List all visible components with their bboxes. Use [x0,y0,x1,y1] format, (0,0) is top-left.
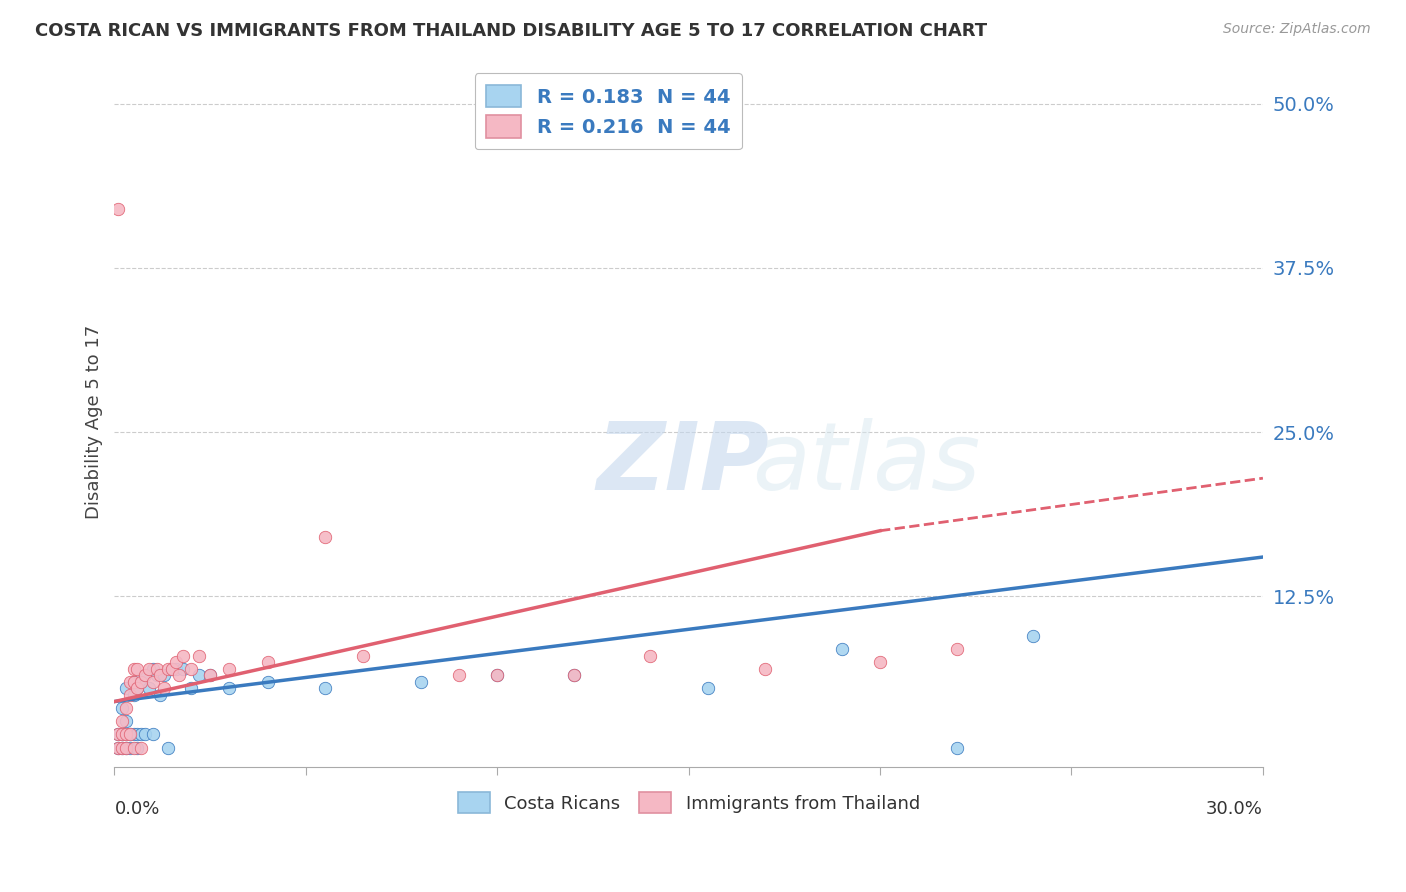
Point [256,674,278,689]
Point [115,681,138,696]
Point [111,740,134,755]
Point [115,714,138,729]
Point [172,648,194,663]
Text: ZIP: ZIP [596,417,769,509]
Point [160,662,183,676]
Point [447,668,470,682]
Point [129,674,152,689]
Point [111,727,134,741]
Point [118,740,141,755]
Point [256,655,278,669]
Point [562,668,585,682]
Point [149,668,172,682]
Point [115,701,138,715]
Point [165,662,187,676]
Point [127,681,149,696]
Point [165,655,187,669]
Point [142,727,165,741]
Point [127,740,149,755]
Point [118,727,141,741]
Point [127,727,149,741]
Point [696,681,718,696]
Point [107,740,129,755]
Point [115,740,138,755]
Point [134,668,156,682]
Point [115,740,138,755]
Point [122,740,145,755]
Point [153,668,176,682]
Point [107,727,129,741]
Point [111,727,134,741]
Point [1022,629,1045,643]
Point [142,662,165,676]
Point [122,727,145,741]
Point [314,681,336,696]
Point [111,701,134,715]
Point [118,727,141,741]
Point [869,655,891,669]
Point [129,740,152,755]
Point [122,674,145,689]
Point [640,648,662,663]
Point [198,668,221,682]
Point [138,681,160,696]
Point [831,642,853,657]
Point [172,662,194,676]
Text: COSTA RICAN VS IMMIGRANTS FROM THAILAND DISABILITY AGE 5 TO 17 CORRELATION CHART: COSTA RICAN VS IMMIGRANTS FROM THAILAND … [35,22,987,40]
Point [187,668,209,682]
Point [129,674,152,689]
Text: atlas: atlas [752,418,980,509]
Point [198,668,221,682]
Text: 0.0%: 0.0% [114,799,160,818]
Point [145,668,167,682]
Point [314,530,336,544]
Point [134,727,156,741]
Point [218,681,240,696]
Point [107,740,129,755]
Point [409,674,432,689]
Point [180,681,202,696]
Point [218,662,240,676]
Point [149,688,172,702]
Point [145,662,167,676]
Point [352,648,374,663]
Point [562,668,585,682]
Text: 30.0%: 30.0% [1206,799,1263,818]
Point [122,662,145,676]
Point [160,662,183,676]
Point [486,668,509,682]
Point [127,681,149,696]
Point [754,662,776,676]
Text: Source: ZipAtlas.com: Source: ZipAtlas.com [1223,22,1371,37]
Point [180,662,202,676]
Legend: Costa Ricans, Immigrants from Thailand: Costa Ricans, Immigrants from Thailand [447,781,931,824]
Point [127,662,149,676]
Point [142,674,165,689]
Point [107,202,129,216]
Point [111,714,134,729]
Point [122,688,145,702]
Point [129,727,152,741]
Point [118,688,141,702]
Point [138,662,160,676]
Y-axis label: Disability Age 5 to 17: Disability Age 5 to 17 [86,326,103,519]
Point [156,740,179,755]
Point [169,668,191,682]
Point [153,681,176,696]
Point [945,642,967,657]
Point [118,674,141,689]
Point [115,727,138,741]
Point [115,727,138,741]
Point [111,740,134,755]
Point [122,674,145,689]
Point [187,648,209,663]
Point [107,727,129,741]
Point [134,668,156,682]
Point [156,662,179,676]
Point [486,668,509,682]
Point [945,740,967,755]
